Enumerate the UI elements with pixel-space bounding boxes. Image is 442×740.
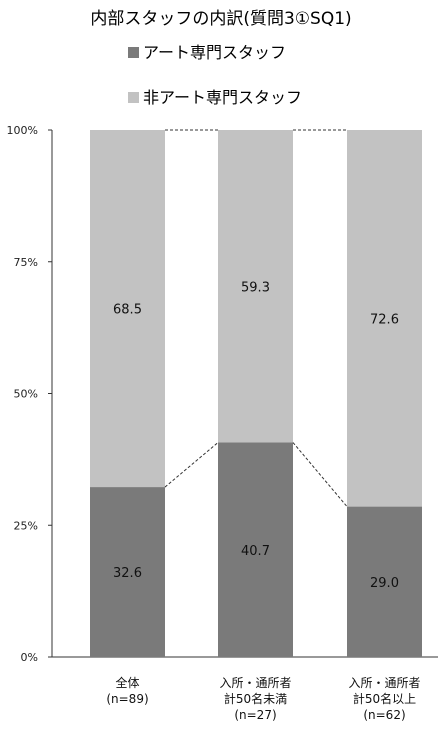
y-tick-label: 75%: [14, 256, 38, 269]
data-label-non-art-staff: 72.6: [370, 312, 399, 327]
legend-swatch-art-staff: [128, 47, 139, 58]
y-tick-label: 0%: [21, 651, 38, 664]
data-label-art-staff: 29.0: [370, 576, 399, 591]
bar-non-art-staff: [347, 130, 422, 507]
data-label-non-art-staff: 68.5: [113, 303, 142, 318]
x-category-label: 入所・通所者: [219, 676, 291, 690]
legend-swatch-non-art-staff: [128, 92, 139, 103]
bar-art-staff: [90, 487, 165, 657]
x-category-label: 入所・通所者: [348, 676, 420, 690]
x-category-label: 計50名未満: [224, 691, 287, 706]
data-label-art-staff: 40.7: [241, 544, 270, 559]
y-tick-label: 50%: [14, 388, 38, 401]
bar-art-staff: [347, 506, 422, 657]
x-category-label: 全体: [115, 675, 139, 690]
legend-label-art-staff: アート専門スタッフ: [143, 43, 286, 62]
x-category-label: (n=62): [363, 708, 405, 722]
plot-area: 0% 25% 50% 75% 100% 32.6 68.5 全体 (n=89) 40.7 59.3 入…: [7, 124, 438, 722]
legend-label-non-art-staff: 非アート専門スタッフ: [143, 88, 302, 107]
x-category-label: (n=27): [234, 708, 276, 722]
x-category-label: 計50名以上: [353, 691, 416, 706]
data-label-art-staff: 32.6: [113, 566, 142, 581]
connector-line-split: [292, 442, 348, 507]
data-label-non-art-staff: 59.3: [241, 280, 270, 295]
bar-art-staff: [218, 442, 293, 657]
y-tick-label: 25%: [14, 519, 38, 532]
connector-line-split: [164, 442, 219, 488]
x-category-label: (n=89): [106, 692, 148, 706]
y-tick-label: 100%: [7, 124, 38, 137]
bar-non-art-staff: [218, 130, 293, 443]
chart-title: 内部スタッフの内訳(質問3①SQ1): [90, 9, 351, 29]
bar-non-art-staff: [90, 130, 165, 488]
